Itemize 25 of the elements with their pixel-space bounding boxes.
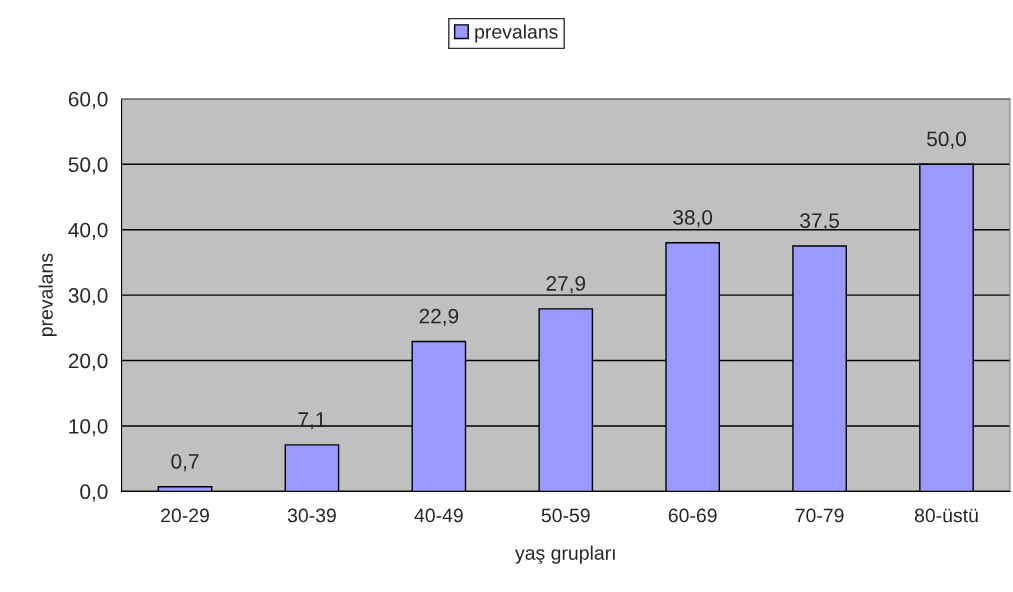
x-tick-label: 70-79: [795, 508, 844, 523]
x-tick-label: 40-49: [414, 508, 463, 523]
x-tick-label: 60-69: [668, 508, 717, 523]
x-tick-label: 20-29: [161, 508, 209, 523]
y-tick-label: 40,0: [68, 222, 108, 240]
x-tick-label: 30-39: [287, 508, 336, 523]
data-label: 0,7: [171, 454, 199, 472]
bar: [157, 486, 213, 492]
bar: [284, 444, 340, 492]
y-tick-label: 0,0: [80, 484, 108, 502]
x-tick-label: 50-59: [541, 508, 590, 523]
y-tick-label: 60,0: [68, 91, 108, 110]
y-axis-title: prevalans: [38, 253, 57, 337]
legend-label: prevalans: [475, 24, 558, 43]
x-tick-label: 80-üstü: [914, 508, 978, 523]
y-tick-label: 50,0: [68, 157, 108, 175]
y-tick-label: 20,0: [68, 353, 108, 371]
y-tick-label: 30,0: [68, 288, 108, 306]
data-label: 27,9: [546, 276, 586, 294]
y-tick-label: 10,0: [69, 418, 108, 437]
data-label: 50,0: [927, 131, 966, 149]
data-label: 22,9: [419, 308, 459, 327]
data-label: 38,0: [673, 210, 713, 228]
x-axis-title: yaş grupları: [515, 545, 615, 564]
data-label: 37,5: [800, 213, 839, 231]
